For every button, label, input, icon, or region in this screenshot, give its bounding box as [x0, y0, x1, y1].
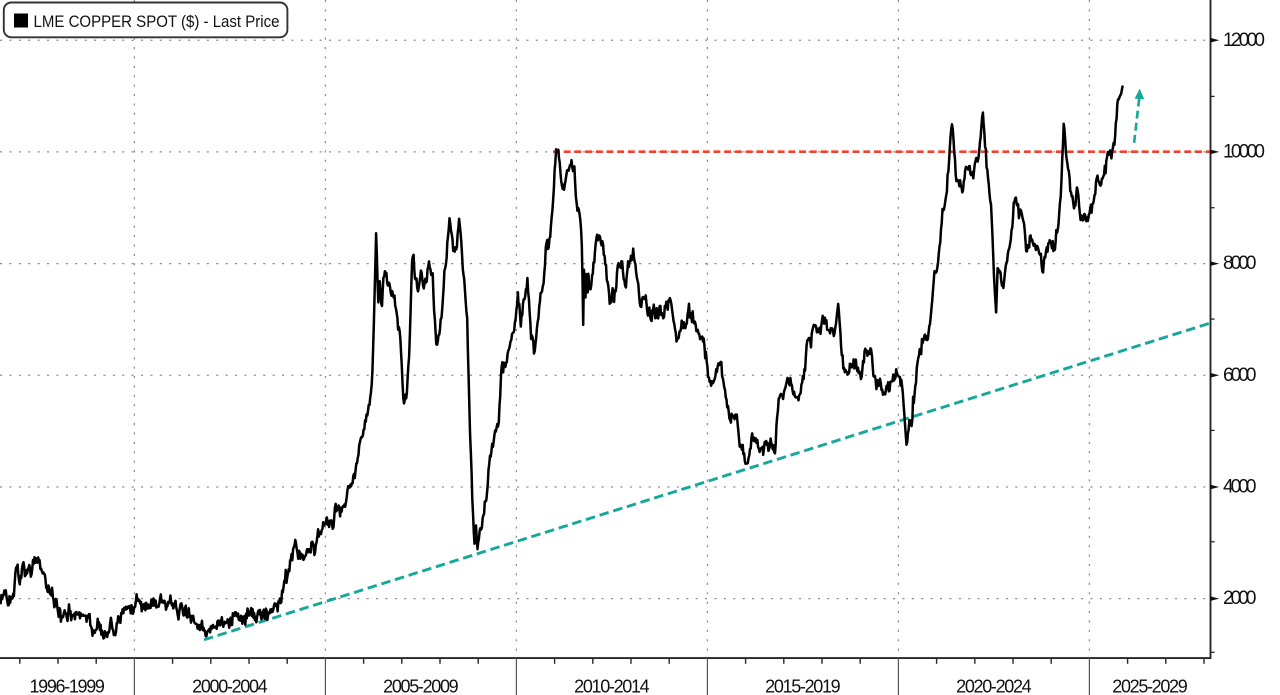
svg-text:10000: 10000	[1223, 142, 1265, 163]
svg-text:2015-2019: 2015-2019	[765, 676, 841, 695]
svg-text:2000-2004: 2000-2004	[192, 676, 268, 695]
svg-text:12000: 12000	[1223, 30, 1265, 51]
svg-text:8000: 8000	[1223, 253, 1257, 274]
svg-text:2020-2024: 2020-2024	[956, 676, 1032, 695]
svg-text:6000: 6000	[1223, 365, 1257, 386]
svg-text:2005-2009: 2005-2009	[383, 676, 459, 695]
svg-text:2025-2029: 2025-2029	[1112, 676, 1188, 695]
svg-text:LME COPPER SPOT ($) - Last Pri: LME COPPER SPOT ($) - Last Price	[34, 12, 280, 31]
svg-text:2010-2014: 2010-2014	[574, 676, 650, 695]
svg-text:1996-1999: 1996-1999	[29, 676, 105, 695]
svg-text:2000: 2000	[1223, 588, 1257, 609]
svg-text:4000: 4000	[1223, 477, 1257, 498]
